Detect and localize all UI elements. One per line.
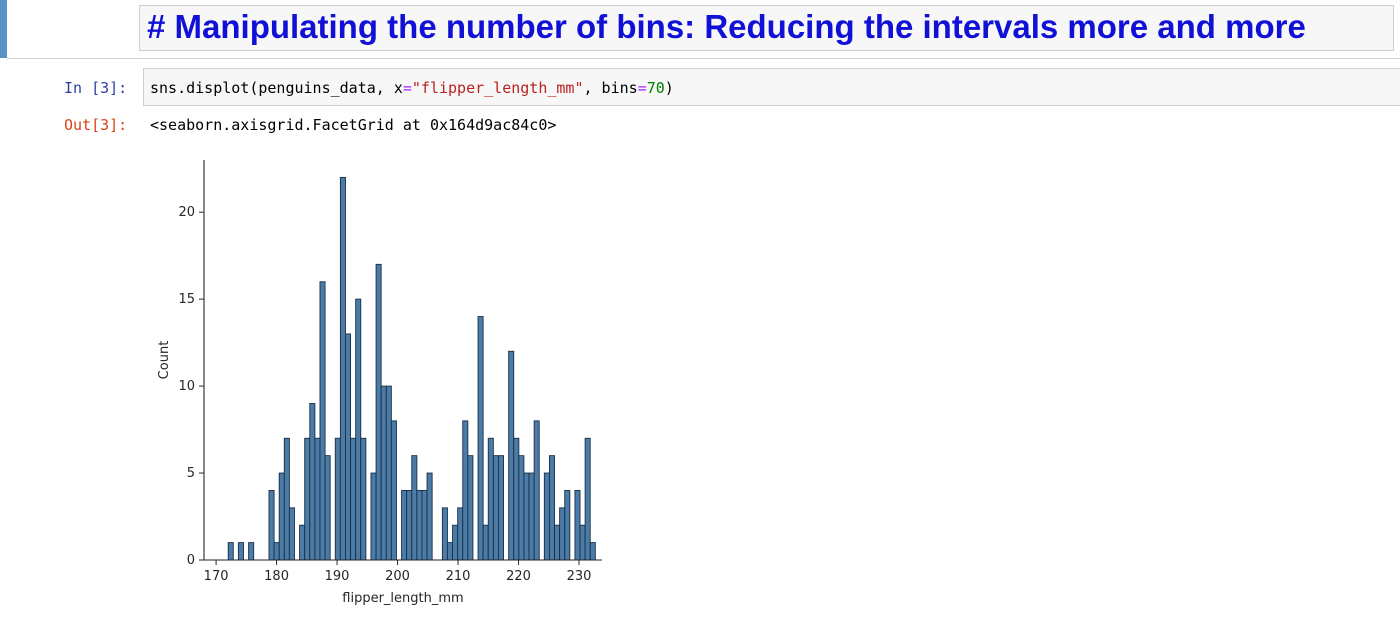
x-axis-label: flipper_length_mm [342, 591, 463, 606]
histogram-bar [528, 472, 535, 561]
x-tick-label: 190 [325, 569, 350, 584]
histogram-bar [314, 437, 321, 561]
code-bins-value: 70 [646, 79, 665, 97]
histogram-bar [401, 489, 408, 561]
histogram-bar [345, 333, 352, 561]
histogram-bar [237, 542, 244, 561]
code-bins-kw: , bins [583, 79, 638, 97]
histogram-bar [533, 420, 540, 561]
output-repr: <seaborn.axisgrid.FacetGrid at 0x164d9ac… [150, 116, 557, 134]
histogram-bar [248, 542, 255, 561]
histogram-bar [589, 542, 596, 561]
output-prompt: Out[3]: [64, 116, 128, 134]
histogram-bar [579, 524, 586, 561]
y-tick-label: 5 [187, 466, 195, 481]
histogram-bar [416, 489, 423, 561]
histogram-bar [441, 507, 448, 561]
code-line[interactable]: sns.displot(penguins_data, x="flipper_le… [150, 78, 674, 98]
histogram-bar [421, 489, 428, 561]
histogram-bar [497, 455, 504, 561]
histogram-bar [508, 350, 515, 561]
code-equals: = [402, 79, 412, 97]
histogram-bar [390, 420, 397, 561]
histogram-bar [283, 437, 290, 561]
histogram-bar [334, 437, 341, 561]
markdown-editor[interactable] [139, 5, 1394, 51]
histogram-bar [268, 489, 275, 561]
histogram-bar [457, 507, 464, 561]
histogram-bar [523, 472, 530, 561]
x-tick-label: 170 [204, 569, 229, 584]
histogram-bars [227, 176, 596, 561]
histogram-bar [513, 437, 520, 561]
markdown-heading: # Manipulating the number of bins: Reduc… [147, 8, 1306, 45]
histogram-bar [452, 524, 459, 561]
histogram-bar [273, 542, 280, 561]
histogram-bar [482, 524, 489, 561]
histogram-bar [584, 437, 591, 561]
chart-axes: 170 180 190 200 210 220 230 0 5 10 15 20 [178, 160, 602, 584]
code-cell-editor[interactable] [143, 68, 1400, 106]
histogram-bar [304, 437, 311, 561]
x-tick-label: 200 [385, 569, 410, 584]
histogram-bar [288, 507, 295, 561]
histogram-bar [227, 542, 234, 561]
histogram-bar [518, 455, 525, 561]
histogram-bar [319, 281, 326, 561]
histogram-bar [467, 455, 474, 561]
histogram-bar [487, 437, 494, 561]
x-tick-label: 220 [506, 569, 531, 584]
code-call: sns.displot(penguins_data, x [150, 79, 403, 97]
histogram-bar [355, 298, 362, 561]
selected-cell-indicator [0, 0, 7, 58]
histogram-bar [548, 455, 555, 561]
histogram-bar [406, 489, 413, 561]
histogram-bar [339, 176, 346, 561]
histogram-bar [309, 403, 316, 561]
histogram-bar [574, 489, 581, 561]
histogram-bar [375, 263, 382, 561]
y-tick-label: 0 [187, 553, 195, 568]
histogram-bar [543, 472, 550, 561]
histogram-bar [447, 542, 454, 561]
histogram-bar [278, 472, 285, 561]
histogram-bar [360, 437, 367, 561]
input-prompt: In [3]: [64, 79, 128, 97]
x-tick-label: 180 [264, 569, 289, 584]
histogram-bar [564, 489, 571, 561]
histogram-bar [370, 472, 377, 561]
y-axis-label: Count [157, 341, 172, 380]
histogram-bar [324, 455, 331, 561]
histogram-bar [380, 385, 387, 561]
histogram-bar [554, 524, 561, 561]
x-tick-label: 230 [567, 569, 592, 584]
histogram-bar [299, 524, 306, 561]
y-tick-label: 10 [178, 379, 195, 394]
histogram-bar [350, 437, 357, 561]
y-tick-label: 20 [178, 205, 195, 220]
code-string-arg: "flipper_length_mm" [411, 79, 584, 97]
histogram-bar [462, 420, 469, 561]
histogram-bar [385, 385, 392, 561]
code-equals-2: = [637, 79, 647, 97]
histogram-chart: 170 180 190 200 210 220 230 0 5 10 15 20 flipper_le… [157, 160, 602, 606]
code-close-paren: ) [664, 79, 674, 97]
y-tick-label: 15 [178, 292, 195, 307]
histogram-bar [411, 455, 418, 561]
histogram-bar [559, 507, 566, 561]
histogram-bar [492, 455, 499, 561]
histogram-bar [477, 316, 484, 561]
x-tick-label: 210 [446, 569, 471, 584]
histogram-bar [426, 472, 433, 561]
